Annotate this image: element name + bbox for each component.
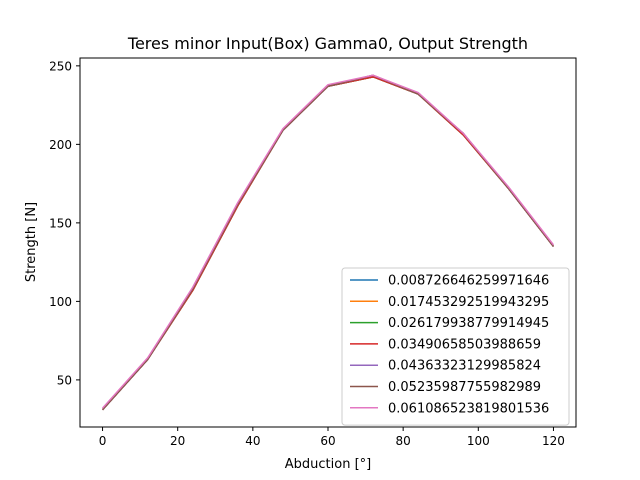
x-axis-label: Abduction [°] xyxy=(285,457,371,472)
legend-label: 0.008726646259971646 xyxy=(388,274,549,289)
y-tick-label: 200 xyxy=(49,138,72,152)
x-tick-label: 0 xyxy=(99,434,107,448)
y-tick-label: 100 xyxy=(49,295,72,309)
chart-title: Teres minor Input(Box) Gamma0, Output St… xyxy=(127,34,528,53)
x-tick-label: 60 xyxy=(320,434,335,448)
series-line-7 xyxy=(101,74,555,409)
legend-box xyxy=(341,267,570,426)
y-axis-label: Strength [N] xyxy=(24,202,39,282)
legend-label: 0.03490658503988659 xyxy=(388,337,541,352)
legend-label: 0.04363323129985824 xyxy=(388,359,541,374)
x-tick-label: 40 xyxy=(245,434,260,448)
x-tick-label: 120 xyxy=(542,434,565,448)
x-tick-label: 100 xyxy=(467,434,490,448)
legend-label: 0.017453292519943295 xyxy=(388,295,549,310)
x-tick-label: 80 xyxy=(396,434,411,448)
legend-label: 0.026179938779914945 xyxy=(388,316,549,331)
legend-label: 0.061086523819801536 xyxy=(388,401,549,416)
y-tick-label: 150 xyxy=(49,216,72,230)
y-tick-label: 50 xyxy=(57,373,72,387)
legend: 0.008726646259971646 0.017453292519943295… xyxy=(341,267,570,426)
x-tick-label: 20 xyxy=(170,434,185,448)
legend-label: 0.05235987755982989 xyxy=(388,380,541,395)
plot-area: 0 20 40 60 80 100 120 50 100 150 200 250 xyxy=(49,57,577,448)
y-tick-label: 250 xyxy=(49,59,72,73)
